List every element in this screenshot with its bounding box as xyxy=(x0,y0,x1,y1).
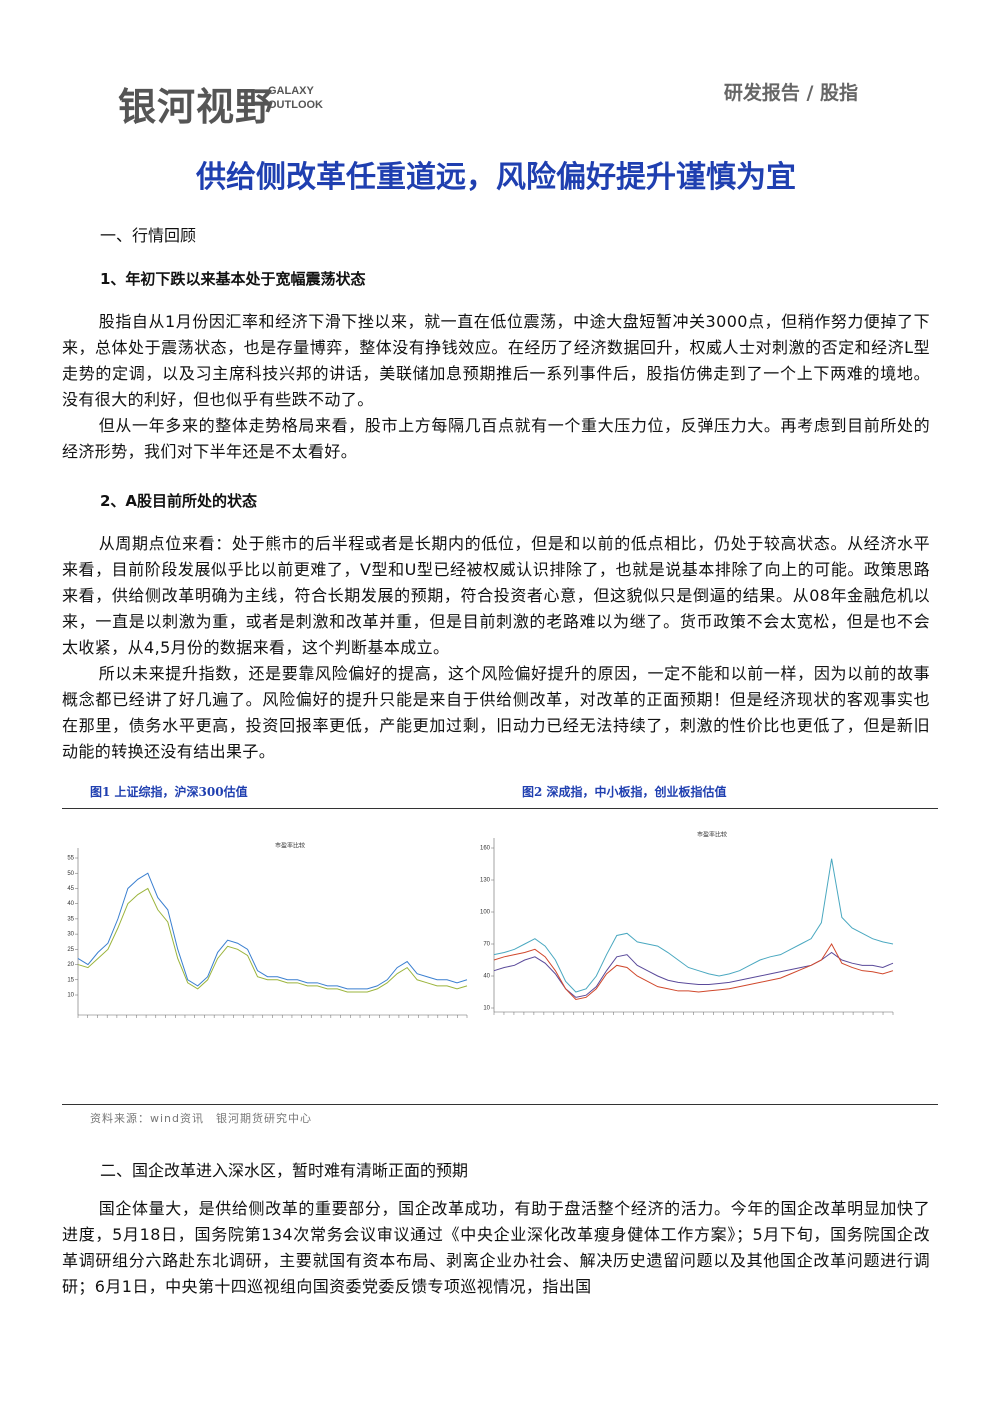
chart: 市盈率比较 10 15 20 25 30 35 40 45 50 55 xyxy=(67,842,468,1018)
y-tick-label: 50 xyxy=(67,871,74,877)
paragraph: 股指自从1月份因汇率和经济下滑下挫以来，就一直在低位震荡，中途大盘短暂冲关300… xyxy=(62,312,930,409)
chart: 市盈率比较 10 40 70 100 130 160 xyxy=(480,831,894,1015)
paragraph: 但从一年多来的整体走势格局来看，股市上方每隔几百点就有一个重大压力位，反弹压力大… xyxy=(62,416,930,461)
paragraph: 所以未来提升指数，还是要靠风险偏好的提高，这个风险偏好提升的原因，一定不能和以前… xyxy=(62,664,930,761)
doc-title: 供给侧改革任重道远，风险偏好提升谨慎为宜 xyxy=(196,160,796,195)
y-tick-label: 160 xyxy=(480,846,491,852)
y-tick-label: 35 xyxy=(67,916,74,922)
series-line xyxy=(493,943,894,1001)
series-line xyxy=(77,872,468,990)
y-tick-label: 100 xyxy=(480,910,491,916)
y-tick-label: 45 xyxy=(67,886,74,892)
section-heading: 二、国企改革进入深水区，暂时难有清晰正面的预期 xyxy=(100,1161,469,1180)
y-tick-label: 20 xyxy=(67,962,74,968)
series-line xyxy=(493,858,894,993)
report-category: 研发报告 / 股指 xyxy=(723,82,858,104)
y-tick-label: 130 xyxy=(480,878,491,884)
y-tick-label: 10 xyxy=(483,1006,490,1012)
y-tick-label: 40 xyxy=(67,901,74,907)
series-line xyxy=(77,887,468,993)
rule xyxy=(62,1104,938,1105)
y-tick-label: 40 xyxy=(483,974,490,980)
paragraph: 国企体量大，是供给侧改革的重要部分，国企改革成功，有助于盘活整个经济的活力。今年… xyxy=(62,1199,930,1296)
y-tick-label: 25 xyxy=(67,947,74,953)
y-tick-label: 15 xyxy=(67,977,74,983)
logo: 银河视野 xyxy=(118,85,275,129)
chart-subtitle: 市盈率比较 xyxy=(275,842,305,850)
subsection-heading: 2、A股目前所处的状态 xyxy=(100,492,258,510)
logo-en: GALAXY OUTLOOK xyxy=(268,85,323,111)
source: 资料来源：wind资讯 银河期货研究中心 xyxy=(90,1112,313,1125)
y-tick-label: 30 xyxy=(67,932,74,938)
series-line xyxy=(493,951,894,998)
y-tick-label: 10 xyxy=(67,993,74,999)
subsection-heading: 1、年初下跌以来基本处于宽幅震荡状态 xyxy=(100,270,366,288)
section-heading: 一、行情回顾 xyxy=(100,226,197,245)
y-tick-label: 70 xyxy=(483,942,490,948)
rule xyxy=(62,808,938,809)
paragraph: 从周期点位来看：处于熊市的后半程或者是长期内的低位，但是和以前的低点相比，仍处于… xyxy=(62,534,930,657)
chart-subtitle: 市盈率比较 xyxy=(697,831,727,839)
y-tick-label: 55 xyxy=(67,856,74,862)
figure-caption: 图2 深成指，中小板指，创业板指估值 xyxy=(522,785,727,799)
figure-caption: 图1 上证综指，沪深300估值 xyxy=(90,785,248,799)
